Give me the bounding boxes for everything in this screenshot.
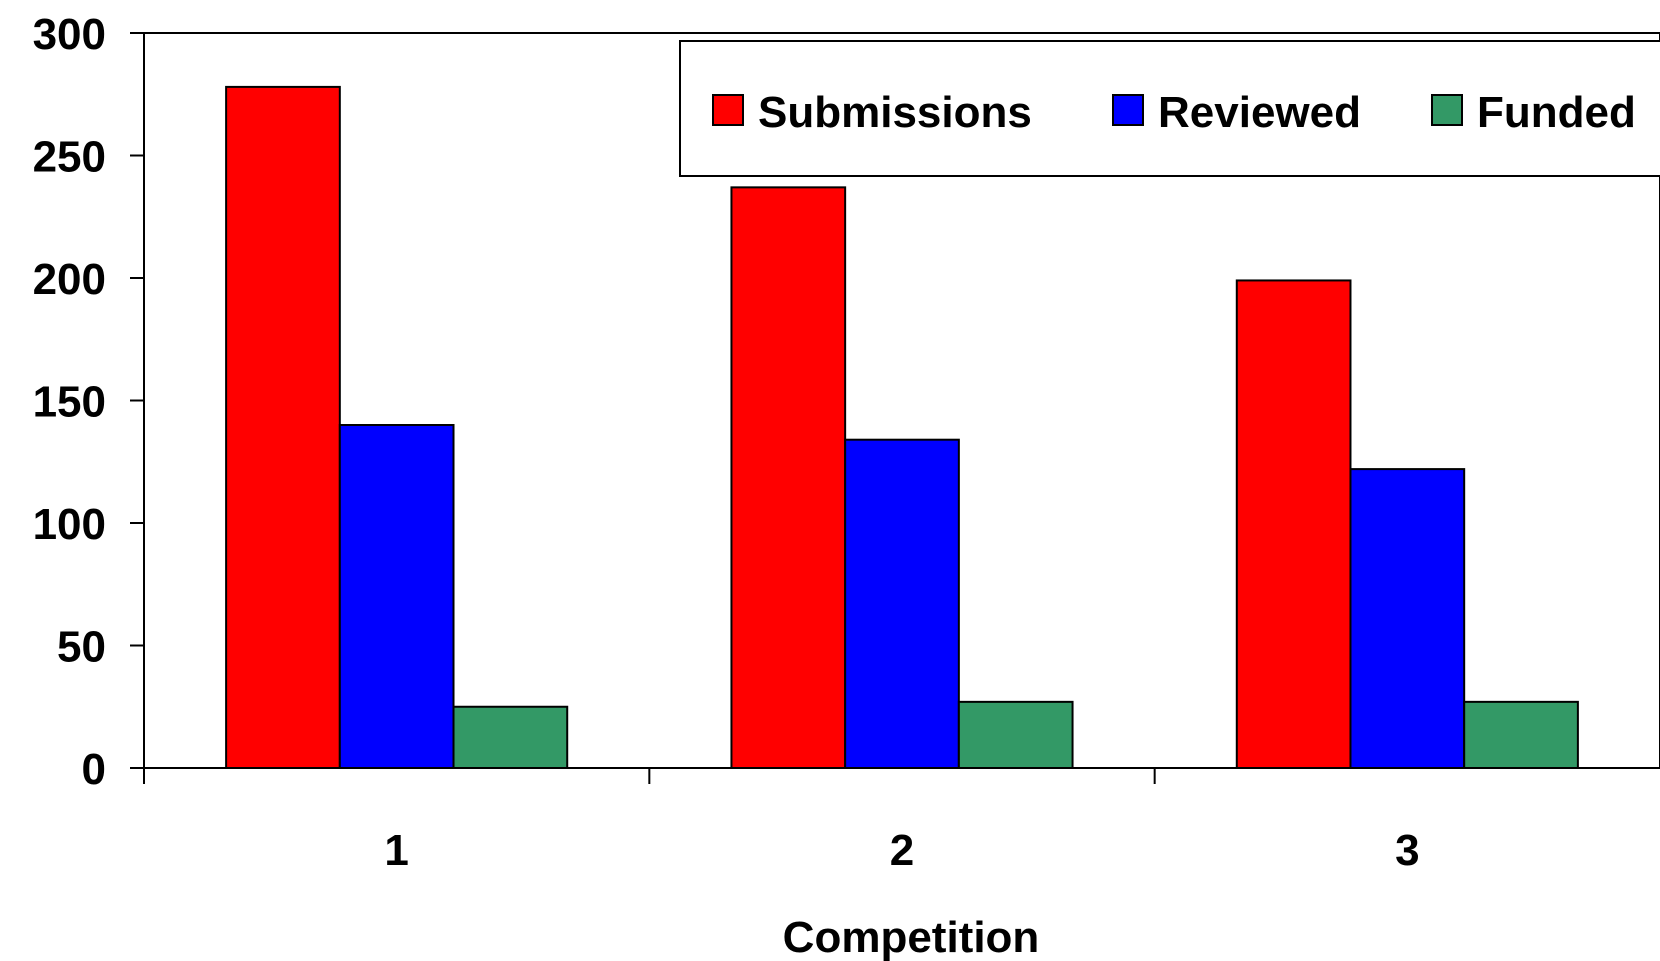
legend-swatch-reviewed [1112,94,1144,126]
y-tick-label: 50 [57,623,106,672]
bar-funded-2 [957,700,1074,769]
bar-submissions-3 [1235,279,1352,769]
x-category-label: 1 [384,826,408,875]
x-category-label: 2 [890,826,914,875]
bar-funded-3 [1463,700,1579,769]
legend-swatch-funded [1431,94,1463,126]
y-tick-label: 200 [33,255,106,304]
y-axis: 0 50 100 150 200 250 300 [33,10,144,794]
x-axis-title: Competition [783,913,1040,961]
y-tick-label: 250 [33,133,106,182]
y-tick-label: 100 [33,500,106,549]
y-tick-label: 0 [82,745,106,794]
bar-funded-1 [452,705,569,769]
x-axis: 1 2 3 [143,768,1420,875]
legend-label-reviewed: Reviewed [1158,88,1361,137]
bar-submissions-1 [225,85,341,769]
x-category-label: 3 [1395,826,1419,875]
legend-label-submissions: Submissions [758,88,1032,137]
legend: Submissions Reviewed Funded [679,40,1660,177]
legend-swatch-submissions [712,94,744,126]
bar-series-group [225,85,1579,770]
y-tick-label: 150 [33,378,106,427]
bar-reviewed-3 [1349,468,1466,769]
bar-submissions-2 [730,186,847,770]
legend-box [679,40,1660,177]
y-tick-label: 300 [33,10,106,59]
bar-reviewed-1 [338,424,455,769]
legend-label-funded: Funded [1477,88,1636,137]
bar-reviewed-2 [844,438,960,769]
